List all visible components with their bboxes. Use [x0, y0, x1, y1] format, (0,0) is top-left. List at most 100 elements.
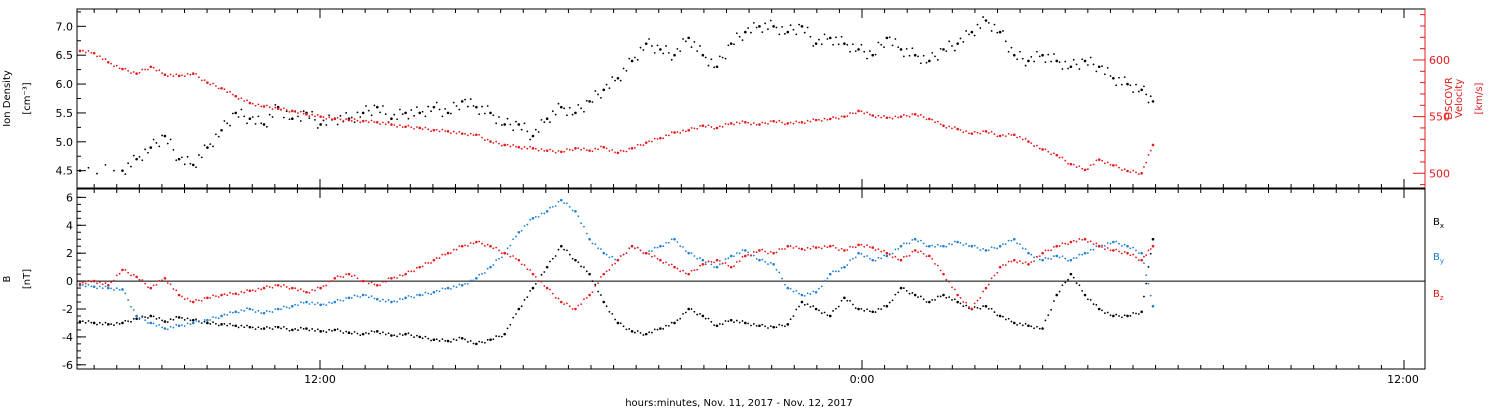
density-series-point [113, 169, 115, 172]
velocity-series-point [147, 68, 149, 71]
by-series-point [299, 301, 302, 304]
bx-series-point [899, 286, 903, 290]
bx-series-point [285, 327, 288, 330]
bx-series-point [325, 331, 328, 334]
bz-series-point [121, 268, 124, 272]
bz-series-point [375, 283, 379, 287]
velocity-series-point [625, 150, 628, 153]
velocity-series-point [585, 149, 588, 152]
by-series-point [265, 310, 268, 312]
bx-series-point [191, 318, 195, 322]
by-series-point [1047, 257, 1050, 260]
bx-series-point [1053, 300, 1055, 302]
bz-series-point [166, 282, 169, 284]
bz-series-point [421, 265, 424, 268]
bz-series-point [438, 257, 441, 259]
velocity-series-point [424, 126, 427, 129]
bx-series-point [820, 312, 823, 315]
bz-series-point [285, 286, 288, 288]
density-series-point [622, 67, 625, 70]
density-series-point [1016, 58, 1019, 61]
bx-series-point [149, 314, 153, 318]
bx-series-point [84, 321, 87, 324]
velocity-series-point [707, 124, 710, 127]
velocity-series-point [630, 147, 634, 150]
bx-series-point [1140, 310, 1143, 314]
velocity-series-point [181, 74, 183, 77]
bz-series-point [673, 265, 676, 269]
bx-series-point [118, 323, 121, 325]
by-series-point [379, 300, 382, 303]
y-tick-label: 4 [66, 219, 73, 232]
bz-series-point [78, 282, 82, 286]
bz-series-point [404, 272, 407, 276]
bz-series-point [1101, 246, 1103, 248]
by-series-point [832, 270, 834, 273]
velocity-series [78, 49, 1155, 176]
bx-series-point [401, 334, 404, 336]
bx-series-point [509, 323, 512, 326]
bz-series-point [721, 262, 724, 265]
velocity-series-point [939, 123, 942, 126]
by-series-point [931, 244, 934, 247]
velocity-series-point [559, 150, 563, 154]
density-series-point [464, 98, 466, 101]
bz-series-point [854, 246, 857, 249]
velocity-series-point [1118, 166, 1120, 169]
bz-series-point [713, 261, 716, 264]
by-series-point [325, 304, 328, 306]
axis-title-line: DSCOVR [0, 77, 3, 120]
velocity-series-point [600, 145, 602, 148]
bx-series-point [1067, 278, 1069, 281]
bx-series-point [268, 327, 271, 329]
density-series-point [529, 138, 532, 141]
by-series-point [1086, 252, 1089, 255]
bz-series-point [928, 254, 931, 258]
by-series-point [331, 302, 333, 305]
bz-series-point [752, 251, 755, 253]
density-series-point [973, 34, 976, 37]
by-series-point [322, 303, 325, 306]
by-series-point [135, 314, 138, 318]
bx-series-point [237, 326, 240, 329]
density-series-point [498, 116, 500, 118]
density-series-point [1058, 61, 1061, 64]
density-series-point [1027, 59, 1030, 63]
bx-series-point [1135, 312, 1137, 315]
velocity-series-point [294, 110, 297, 112]
by-series-point [1038, 258, 1041, 261]
bx-series-point [696, 313, 699, 316]
bz-series-point [124, 269, 127, 271]
bx-series-point [559, 244, 563, 248]
bz-series-point [149, 286, 153, 290]
density-series-point [614, 79, 616, 82]
velocity-series-point [517, 145, 521, 149]
bx-series-point [684, 311, 687, 314]
density-series-point [803, 31, 806, 34]
bx-series-point [849, 300, 851, 302]
velocity-series-point [670, 131, 673, 134]
density-series-point [919, 62, 922, 65]
bx-series-point [115, 321, 118, 324]
bx-series-point [976, 306, 979, 309]
velocity-series-point [594, 147, 597, 150]
by-series-point [667, 241, 670, 244]
by-series-point [492, 264, 495, 266]
velocity-series-point [1038, 147, 1041, 150]
bx-series-point [449, 341, 452, 343]
velocity-series-point [883, 115, 885, 117]
bx-series-point [594, 283, 597, 286]
bz-series-point [1010, 260, 1013, 263]
by-series-point [336, 298, 339, 301]
bx-series-point [826, 314, 829, 317]
density-series-point [1036, 50, 1038, 53]
bz-series-point [1145, 254, 1148, 257]
density-series-point [537, 131, 540, 133]
velocity-series-point [226, 91, 229, 94]
bz-series-point [795, 245, 798, 248]
bx-series-point [152, 315, 155, 318]
density-series-point [970, 30, 974, 34]
velocity-series-point [489, 140, 492, 143]
by-series-point [729, 254, 733, 258]
velocity-series-point [523, 146, 526, 148]
